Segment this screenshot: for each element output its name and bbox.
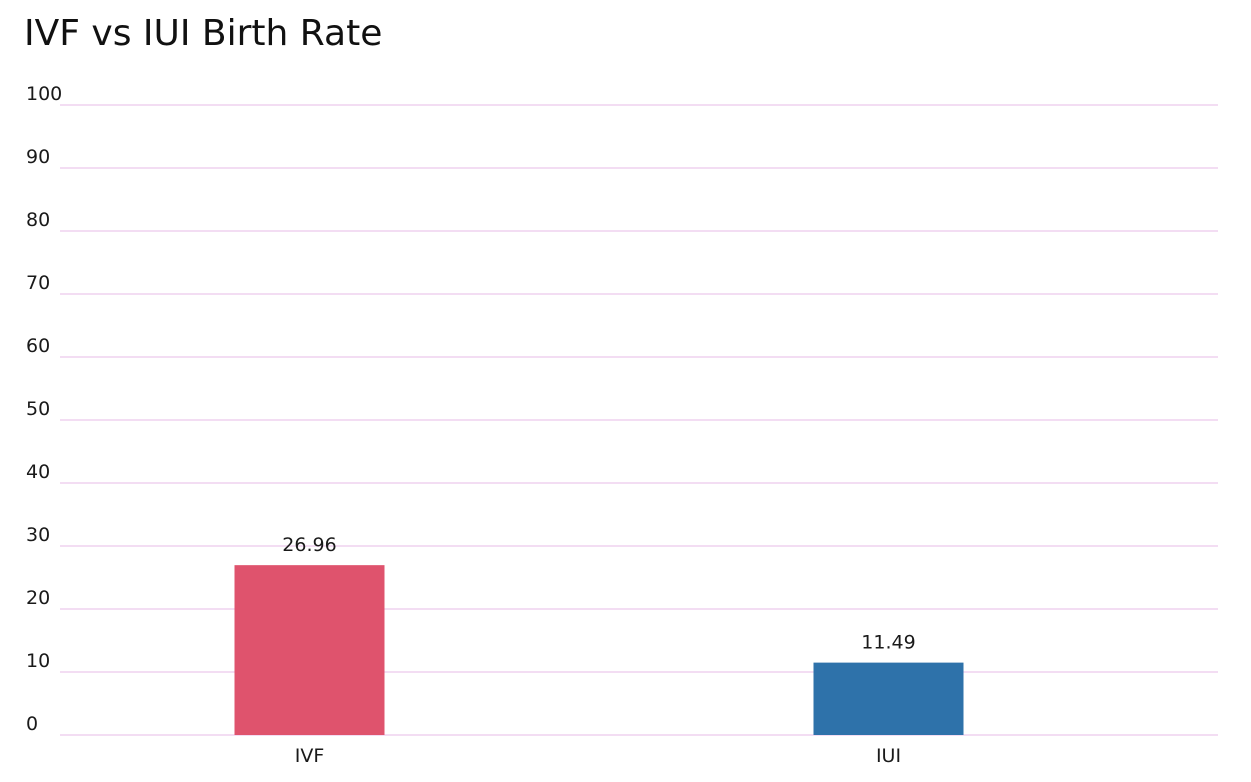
x-axis-categories: IVF IUI	[295, 745, 901, 767]
bar-iui	[813, 662, 964, 735]
category-label-iui: IUI	[876, 745, 901, 767]
bar-ivf	[234, 565, 385, 735]
y-tick-label: 90	[26, 146, 50, 168]
y-tick-label: 100	[26, 83, 62, 105]
y-tick-label: 50	[26, 398, 50, 420]
bars	[234, 565, 964, 735]
y-tick-label: 40	[26, 461, 50, 483]
y-tick-label: 20	[26, 587, 50, 609]
y-tick-label: 70	[26, 272, 50, 294]
chart-title: IVF vs IUI Birth Rate	[24, 13, 383, 54]
data-label-iui: 11.49	[861, 632, 915, 654]
category-label-ivf: IVF	[295, 745, 325, 767]
y-tick-label: 60	[26, 335, 50, 357]
y-axis-ticks: 0 10 20 30 40 50 60 70 80 90 100	[26, 83, 62, 735]
data-label-ivf: 26.96	[282, 534, 336, 556]
gridlines	[60, 104, 1218, 736]
y-tick-label: 10	[26, 650, 50, 672]
data-labels: 26.96 11.49	[282, 534, 915, 653]
y-tick-label: 0	[26, 713, 38, 735]
y-tick-label: 30	[26, 524, 50, 546]
y-tick-label: 80	[26, 209, 50, 231]
